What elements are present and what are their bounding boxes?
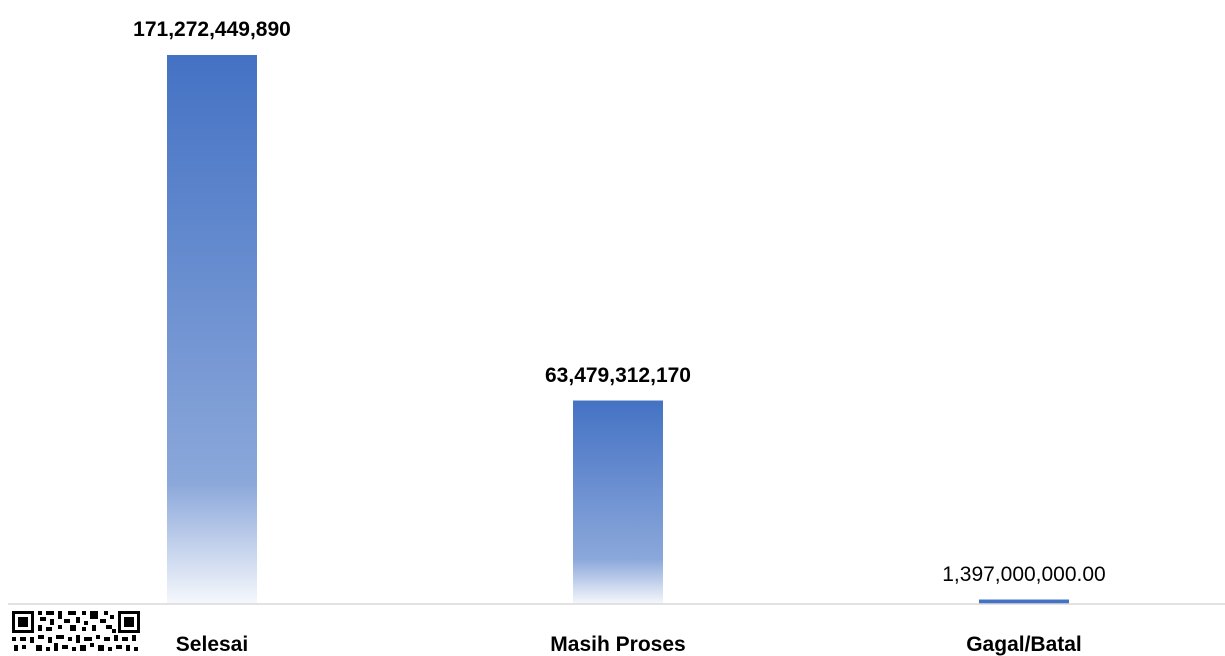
category-label-0: Selesai xyxy=(175,633,249,656)
qr-code-icon xyxy=(12,611,142,656)
category-label-2: Gagal/Batal xyxy=(966,633,1082,656)
bars-layer xyxy=(167,55,1069,604)
bar-1 xyxy=(573,400,663,604)
bar-0 xyxy=(167,55,257,604)
data-label-2: 1,397,000,000.00 xyxy=(942,562,1106,586)
data-label-1: 63,479,312,170 xyxy=(545,363,691,387)
data-label-0: 171,272,449,890 xyxy=(133,18,291,41)
bar-2 xyxy=(979,599,1069,604)
category-label-1: Masih Proses xyxy=(550,633,686,656)
